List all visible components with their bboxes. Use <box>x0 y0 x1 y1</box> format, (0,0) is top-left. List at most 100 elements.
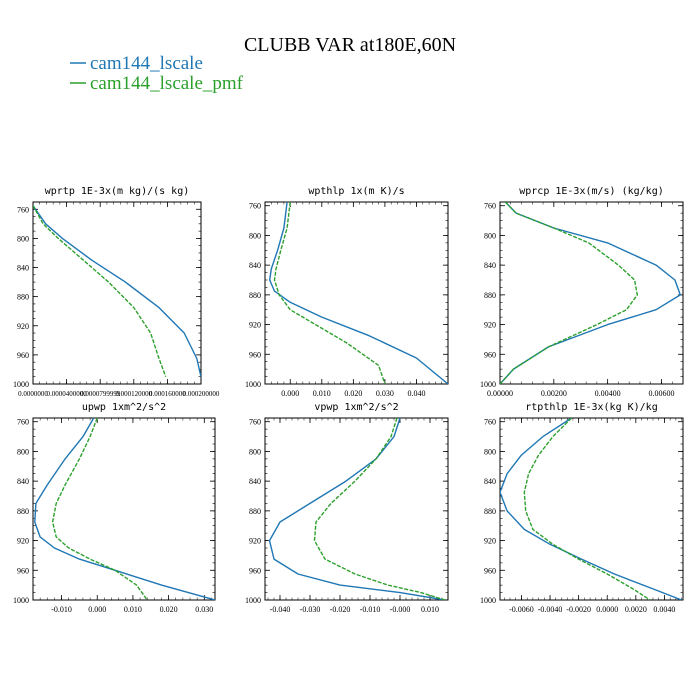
x-tick-label: -0.030 <box>300 605 321 614</box>
series-line-cam144_lscale_pmf <box>51 418 148 600</box>
series-line-cam144_lscale_pmf <box>500 202 638 384</box>
y-tick-label: 960 <box>17 566 29 575</box>
x-tick-label: 0.0000799999 <box>80 390 121 398</box>
y-tick-label: 960 <box>17 351 29 360</box>
plot-frame <box>264 201 449 385</box>
plot-frame <box>499 417 684 601</box>
y-tick-label: 960 <box>249 566 261 575</box>
x-tick-label: 0.010 <box>313 389 331 398</box>
panel-6: rtpthlp 1E-3x(kg K)/kg 760 800 840 880 920 960… <box>480 402 684 614</box>
y-tick-label: 760 <box>249 418 261 427</box>
x-tick-label: 0.040 <box>407 389 425 398</box>
x-tick-label: 0.0000000 <box>18 390 48 398</box>
figure-title: CLUBB VAR at180E,60N <box>244 34 456 56</box>
x-tick-label: 0.000160000 <box>149 390 186 398</box>
x-tick-label: -0.000 <box>390 605 411 614</box>
panel-4: upwp 1xm^2/s^2 760 800 840 880 920 960 1000 -0.0… <box>13 402 216 614</box>
y-tick-label: 920 <box>249 537 261 546</box>
y-tick-label: 960 <box>484 566 496 575</box>
panel-title: wprcp 1E-3x(m/s) (kg/kg) <box>519 186 664 197</box>
y-tick-label: 840 <box>484 477 496 486</box>
figure-legend: cam144_lscale cam144_lscale_pmf <box>70 53 244 94</box>
series-line-cam144_lscale_pmf <box>273 202 386 384</box>
x-tick-label: 0.030 <box>376 389 394 398</box>
panel-1: wprtp 1E-3x(m kg)/(s kg) 760 800 840 880 920 9… <box>13 186 220 398</box>
y-tick-label: 800 <box>484 447 496 456</box>
y-tick-label: 1000 <box>245 596 261 605</box>
x-tick-label: -0.0060 <box>509 605 534 614</box>
y-tick-label: 880 <box>484 291 496 300</box>
x-tick-label: 0.010 <box>124 605 142 614</box>
x-tick-label: -0.0040 <box>538 605 563 614</box>
y-tick-label: 1000 <box>13 596 29 605</box>
x-tick-label: 0.00400 <box>595 389 621 398</box>
y-tick-label: 760 <box>249 202 261 211</box>
y-tick-label: 880 <box>17 507 29 516</box>
series-line-cam144_lscale_pmf <box>313 418 446 600</box>
x-tick-label: -0.010 <box>360 605 381 614</box>
y-tick-label: 960 <box>484 350 496 359</box>
y-tick-label: 880 <box>249 291 261 300</box>
series-line-cam144_lscale <box>33 205 201 377</box>
panel-title: rtpthlp 1E-3x(kg K)/kg <box>525 402 657 413</box>
y-tick-label: 880 <box>17 293 29 302</box>
y-tick-label: 1000 <box>480 380 496 389</box>
y-tick-label: 920 <box>484 321 496 330</box>
y-tick-label: 840 <box>249 261 261 270</box>
x-tick-label: -0.010 <box>51 605 72 614</box>
x-tick-label: -0.040 <box>270 605 291 614</box>
y-tick-label: 760 <box>484 418 496 427</box>
y-tick-label: 920 <box>249 321 261 330</box>
x-tick-label: 0.0020 <box>625 605 647 614</box>
y-tick-label: 920 <box>484 537 496 546</box>
series-line-cam144_lscale_pmf <box>33 205 167 377</box>
x-tick-label: 0.0000 <box>596 605 618 614</box>
y-tick-label: 800 <box>249 447 261 456</box>
y-tick-label: 800 <box>17 234 29 243</box>
y-tick-label: 1000 <box>245 380 261 389</box>
plot-frame <box>32 417 216 601</box>
y-tick-label: 880 <box>484 507 496 516</box>
y-tick-label: 960 <box>249 350 261 359</box>
x-tick-label: 0.010 <box>421 605 439 614</box>
plot-frame <box>32 201 202 385</box>
x-tick-label: 0.030 <box>195 605 213 614</box>
panel-title: wpthlp 1x(m K)/s <box>308 186 404 197</box>
legend-label-cam144_lscale: cam144_lscale <box>90 53 203 74</box>
x-tick-label: 0.00600 <box>648 389 674 398</box>
x-tick-label: 0.020 <box>344 389 362 398</box>
y-tick-label: 1000 <box>13 380 29 389</box>
y-tick-label: 1000 <box>480 596 496 605</box>
series-line-cam144_lscale_pmf <box>523 418 651 600</box>
series-line-cam144_lscale <box>500 202 681 384</box>
y-tick-label: 880 <box>249 507 261 516</box>
x-tick-label: -0.0020 <box>566 605 591 614</box>
y-tick-label: 920 <box>17 322 29 331</box>
panel-title: wprtp 1E-3x(m kg)/(s kg) <box>45 186 190 197</box>
panel-title: vpwp 1xm^2/s^2 <box>314 402 398 413</box>
y-tick-label: 760 <box>484 202 496 211</box>
x-tick-label: 0.00200 <box>541 389 567 398</box>
y-tick-label: 840 <box>249 477 261 486</box>
x-tick-label: -0.020 <box>330 605 351 614</box>
plot-frame <box>264 417 449 601</box>
legend-label-cam144_lscale_pmf: cam144_lscale_pmf <box>90 73 244 94</box>
y-tick-label: 760 <box>17 418 29 427</box>
series-line-cam144_lscale <box>269 202 448 384</box>
y-tick-label: 800 <box>249 231 261 240</box>
y-tick-label: 800 <box>17 447 29 456</box>
panel-5: vpwp 1xm^2/s^2 760 800 840 880 920 960 1000 -0.0… <box>245 402 449 614</box>
x-tick-label: 0.00000 <box>487 389 513 398</box>
plot-frame <box>499 201 684 385</box>
panel-2: wpthlp 1x(m K)/s 760 800 840 880 920 960 1000 0.… <box>245 186 449 398</box>
x-tick-label: 0.020 <box>160 605 178 614</box>
y-tick-label: 840 <box>17 264 29 273</box>
x-tick-label: 0.000200000 <box>183 390 220 398</box>
y-tick-label: 840 <box>17 477 29 486</box>
panel-3: wprcp 1E-3x(m/s) (kg/kg) 760 800 840 880 920 9… <box>480 186 684 398</box>
y-tick-label: 840 <box>484 261 496 270</box>
series-line-cam144_lscale <box>34 418 215 600</box>
x-tick-label: 0.0040 <box>653 605 675 614</box>
y-tick-label: 920 <box>17 537 29 546</box>
